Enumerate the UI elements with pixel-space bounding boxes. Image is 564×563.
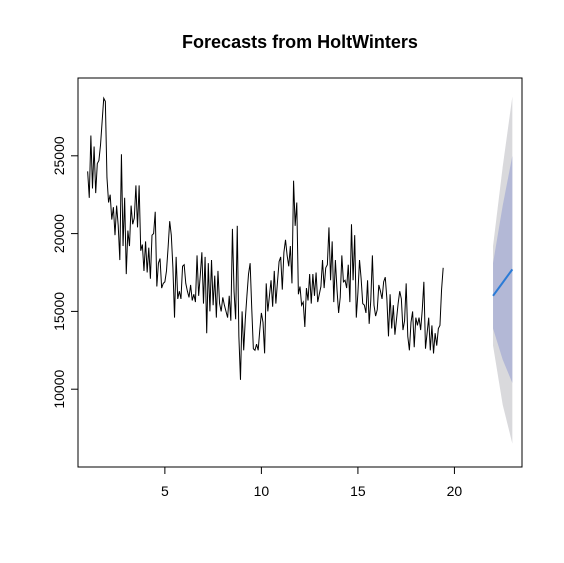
x-tick-label: 5	[161, 483, 169, 499]
observed-line	[87, 96, 444, 380]
y-axis: 10000 15000 20000 25000	[51, 136, 78, 409]
y-tick-label: 15000	[51, 292, 67, 331]
x-tick-label: 15	[350, 483, 366, 499]
y-tick-label: 25000	[51, 136, 67, 175]
forecast-mean	[492, 268, 514, 297]
y-tick-label: 20000	[51, 214, 67, 253]
observed-series	[87, 96, 444, 380]
band-80-area	[493, 155, 513, 383]
plot-frame	[77, 77, 523, 468]
y-tick-label: 10000	[51, 370, 67, 409]
x-tick-label: 20	[447, 483, 463, 499]
x-axis: 5 10 15 20	[161, 467, 462, 499]
forecast-line	[492, 268, 514, 297]
chart-title: Forecasts from HoltWinters	[182, 32, 418, 52]
forecast-80-band	[493, 155, 513, 383]
x-tick-label: 10	[254, 483, 270, 499]
